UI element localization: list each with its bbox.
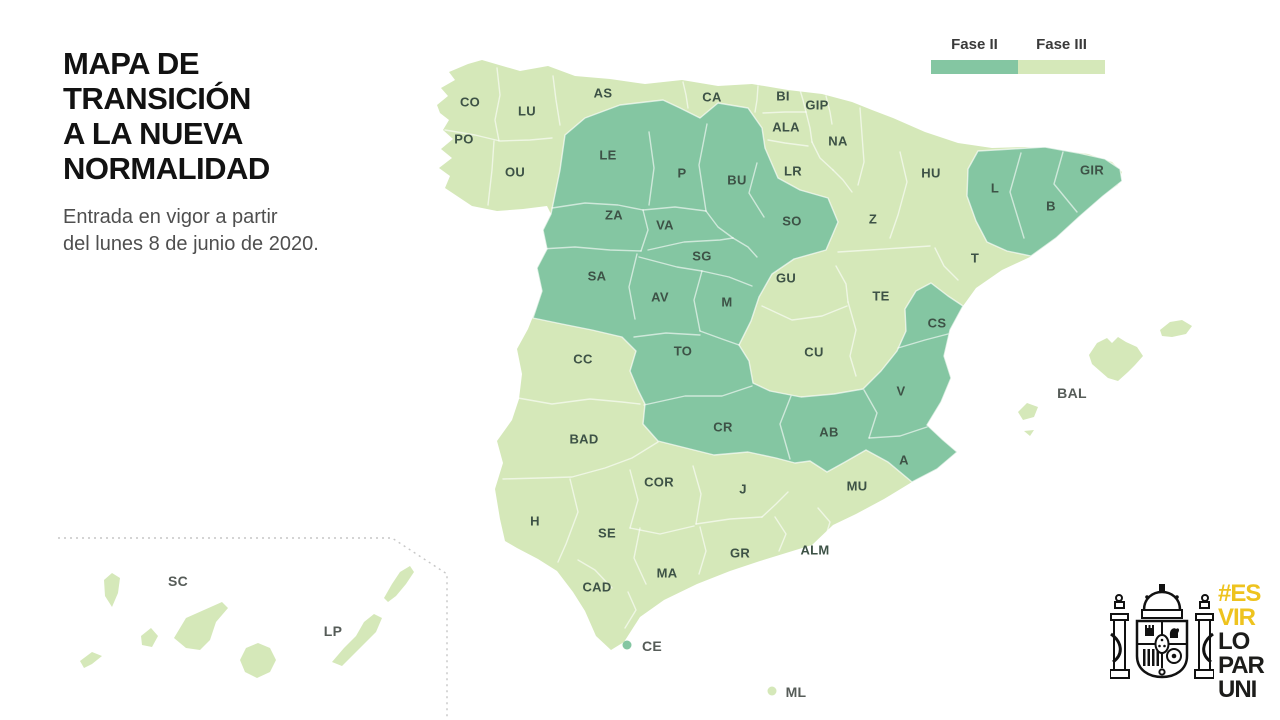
balearic-islands (1018, 320, 1192, 436)
province-borders (444, 67, 1078, 629)
legend-item-fase-iii: Fase III (1018, 36, 1105, 74)
shield (1137, 621, 1187, 677)
castile-castle (1145, 625, 1154, 636)
fase2-region-central (532, 99, 964, 483)
granada-pomegranate (1159, 669, 1164, 674)
campaign-hashtag: #ES VIR LO PAR UNI (1218, 580, 1265, 703)
phase-legend: Fase II Fase III (931, 36, 1105, 74)
ml-marker (767, 686, 777, 696)
campaign-line: PAR (1218, 652, 1265, 679)
tenerife-island (174, 602, 228, 650)
left-pillar (1110, 595, 1129, 678)
spain-coat-of-arms (1110, 584, 1214, 706)
royal-crown (1142, 585, 1182, 618)
city-dots-layer (622, 640, 777, 696)
aragon-bars (1143, 649, 1159, 666)
leon-lion (1169, 628, 1180, 638)
ibiza-island (1018, 403, 1038, 420)
bourbon-escutcheon (1156, 635, 1169, 653)
ce-marker (622, 640, 632, 650)
legend-swatch (931, 60, 1018, 74)
gran-canaria-island (240, 643, 276, 678)
fuerteventura-island (332, 614, 382, 666)
lanzarote-island (384, 566, 414, 602)
menorca-island (1160, 320, 1192, 337)
campaign-line: LO (1218, 628, 1250, 655)
la-palma-island (104, 573, 120, 607)
navarre-chains (1167, 649, 1181, 663)
right-pillar (1195, 595, 1214, 678)
mallorca-island (1089, 337, 1143, 381)
campaign-line: UNI (1218, 676, 1257, 703)
el-hierro-island (80, 652, 102, 668)
canary-islands (80, 566, 414, 678)
map-subtitle: Entrada en vigor a partir del lunes 8 de… (63, 206, 319, 255)
legend-label: Fase III (1036, 36, 1087, 53)
canary-inset-border (58, 537, 448, 719)
legend-item-fase-ii: Fase II (931, 36, 1018, 74)
map-title: MAPA DE TRANSICIÓN A LA NUEVA NORMALIDAD (63, 46, 270, 186)
formentera-island (1024, 430, 1034, 436)
la-gomera-island (141, 628, 158, 647)
campaign-line: #ES (1218, 580, 1261, 607)
fase2-region-catalonia (966, 146, 1123, 257)
legend-swatch (1018, 60, 1105, 74)
legend-label: Fase II (951, 36, 998, 53)
campaign-line: VIR (1218, 604, 1256, 631)
title-block: MAPA DE TRANSICIÓN A LA NUEVA NORMALIDAD… (63, 46, 319, 255)
